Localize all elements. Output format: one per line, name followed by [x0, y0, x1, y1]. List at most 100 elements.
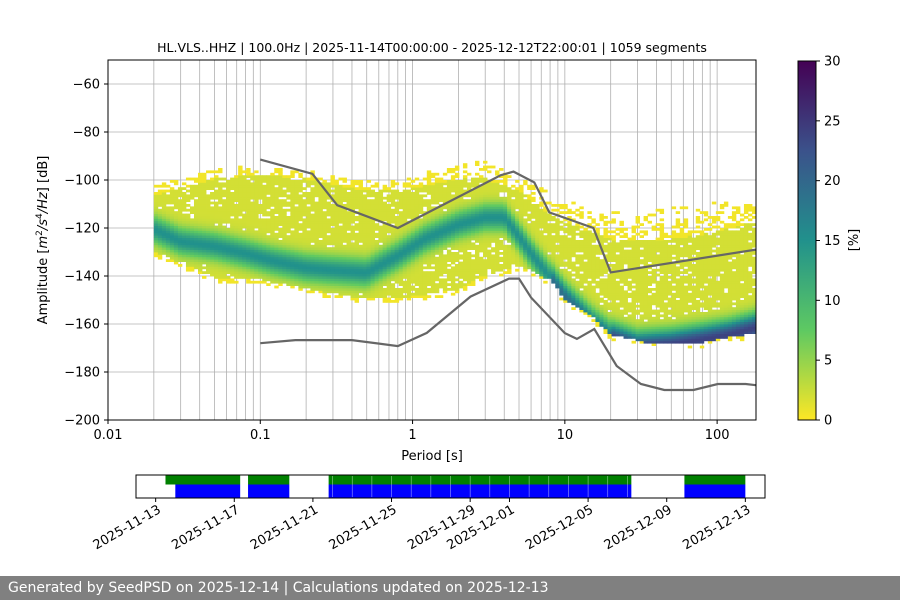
heatmap-cell	[157, 228, 163, 231]
heatmap-cell	[615, 333, 620, 337]
heatmap-cell	[563, 256, 568, 260]
heatmap-cell	[491, 204, 496, 207]
heatmap-cell	[515, 232, 520, 236]
heatmap-cell	[398, 254, 404, 258]
heatmap-cell	[603, 271, 608, 274]
heatmap-cell	[318, 177, 323, 181]
heatmap-cell	[282, 276, 287, 279]
heatmap-cell	[153, 237, 159, 241]
heatmap-cell	[434, 225, 440, 229]
heatmap-cell	[398, 199, 404, 202]
heatmap-cell	[354, 290, 359, 294]
heatmap-cell	[643, 312, 649, 315]
heatmap-cell	[438, 249, 444, 253]
heatmap-cell	[615, 280, 620, 284]
heatmap-cell	[611, 259, 616, 262]
heatmap-cell	[474, 196, 480, 200]
heatmap-cell	[559, 228, 564, 231]
heatmap-cell	[547, 242, 552, 246]
heatmap-cell	[262, 177, 267, 181]
heatmap-cell	[193, 240, 199, 243]
heatmap-cell	[206, 211, 211, 214]
heatmap-cell	[462, 247, 468, 250]
heatmap-cell	[189, 268, 195, 272]
heatmap-cell	[254, 180, 259, 183]
heatmap-cell	[266, 184, 271, 188]
heatmap-cell	[474, 201, 480, 205]
heatmap-cell	[189, 232, 195, 236]
heatmap-cell	[185, 177, 191, 181]
heatmap-cell	[322, 237, 327, 241]
heatmap-cell	[214, 213, 219, 217]
heatmap-cell	[218, 230, 223, 234]
heatmap-cell	[330, 273, 335, 277]
heatmap-cell	[507, 218, 512, 222]
heatmap-cell	[619, 316, 624, 320]
heatmap-cell	[306, 254, 311, 258]
heatmap-cell	[274, 223, 279, 226]
heatmap-cell	[479, 208, 484, 212]
heatmap-cell	[326, 254, 331, 258]
heatmap-cell	[615, 259, 620, 262]
heatmap-cell	[254, 266, 259, 270]
heatmap-cell	[591, 307, 596, 310]
heatmap-cell	[153, 213, 159, 217]
heatmap-cell	[523, 180, 528, 183]
heatmap-cell	[298, 184, 303, 188]
heatmap-cell	[382, 242, 388, 246]
heatmap-cell	[575, 273, 580, 277]
heatmap-cell	[507, 201, 512, 205]
heatmap-cell	[210, 240, 215, 243]
heatmap-cell	[374, 283, 380, 286]
heatmap-cell	[418, 266, 424, 270]
heatmap-cell	[511, 230, 516, 234]
heatmap-cell	[254, 189, 259, 193]
heatmap-cell	[294, 259, 299, 262]
heatmap-cell	[462, 177, 468, 181]
heatmap-cell	[567, 228, 572, 231]
heatmap-cell	[531, 211, 536, 214]
heatmap-cell	[153, 220, 159, 224]
heatmap-cell	[374, 192, 380, 195]
heatmap-cell	[619, 273, 624, 277]
heatmap-cell	[270, 180, 275, 183]
heatmap-cell	[314, 184, 319, 188]
heatmap-cell	[623, 336, 628, 339]
heatmap-cell	[487, 187, 492, 190]
heatmap-cell	[470, 242, 476, 246]
heatmap-cell	[294, 211, 299, 214]
heatmap-cell	[491, 271, 496, 274]
heatmap-cell	[535, 220, 540, 224]
heatmap-cell	[635, 324, 640, 327]
heatmap-cell	[643, 264, 649, 267]
heatmap-cell	[334, 242, 339, 246]
heatmap-cell	[394, 268, 400, 272]
heatmap-cell	[250, 249, 255, 253]
heatmap-cell	[234, 175, 239, 178]
heatmap-cell	[519, 187, 524, 190]
heatmap-cell	[362, 290, 368, 294]
heatmap-cell	[474, 160, 480, 164]
heatmap-cell	[394, 266, 400, 270]
heatmap-cell	[635, 326, 640, 330]
heatmap-cell	[438, 223, 444, 226]
heatmap-cell	[503, 254, 508, 258]
heatmap-cell	[202, 189, 207, 193]
heatmap-cell	[543, 218, 548, 222]
heatmap-cell	[342, 254, 347, 258]
heatmap-cell	[466, 204, 472, 207]
heatmap-cell	[438, 273, 444, 277]
heatmap-cell	[591, 220, 596, 224]
heatmap-cell	[189, 189, 195, 193]
heatmap-cell	[643, 240, 649, 243]
heatmap-cell	[487, 266, 492, 270]
heatmap-cell	[282, 271, 287, 274]
heatmap-cell	[446, 206, 452, 210]
heatmap-cell	[354, 300, 359, 303]
heatmap-cell	[627, 304, 632, 308]
heatmap-cell	[398, 201, 404, 205]
heatmap-cell	[214, 170, 219, 174]
heatmap-cell	[157, 196, 163, 200]
heatmap-cell	[262, 184, 267, 188]
heatmap-cell	[398, 242, 404, 246]
